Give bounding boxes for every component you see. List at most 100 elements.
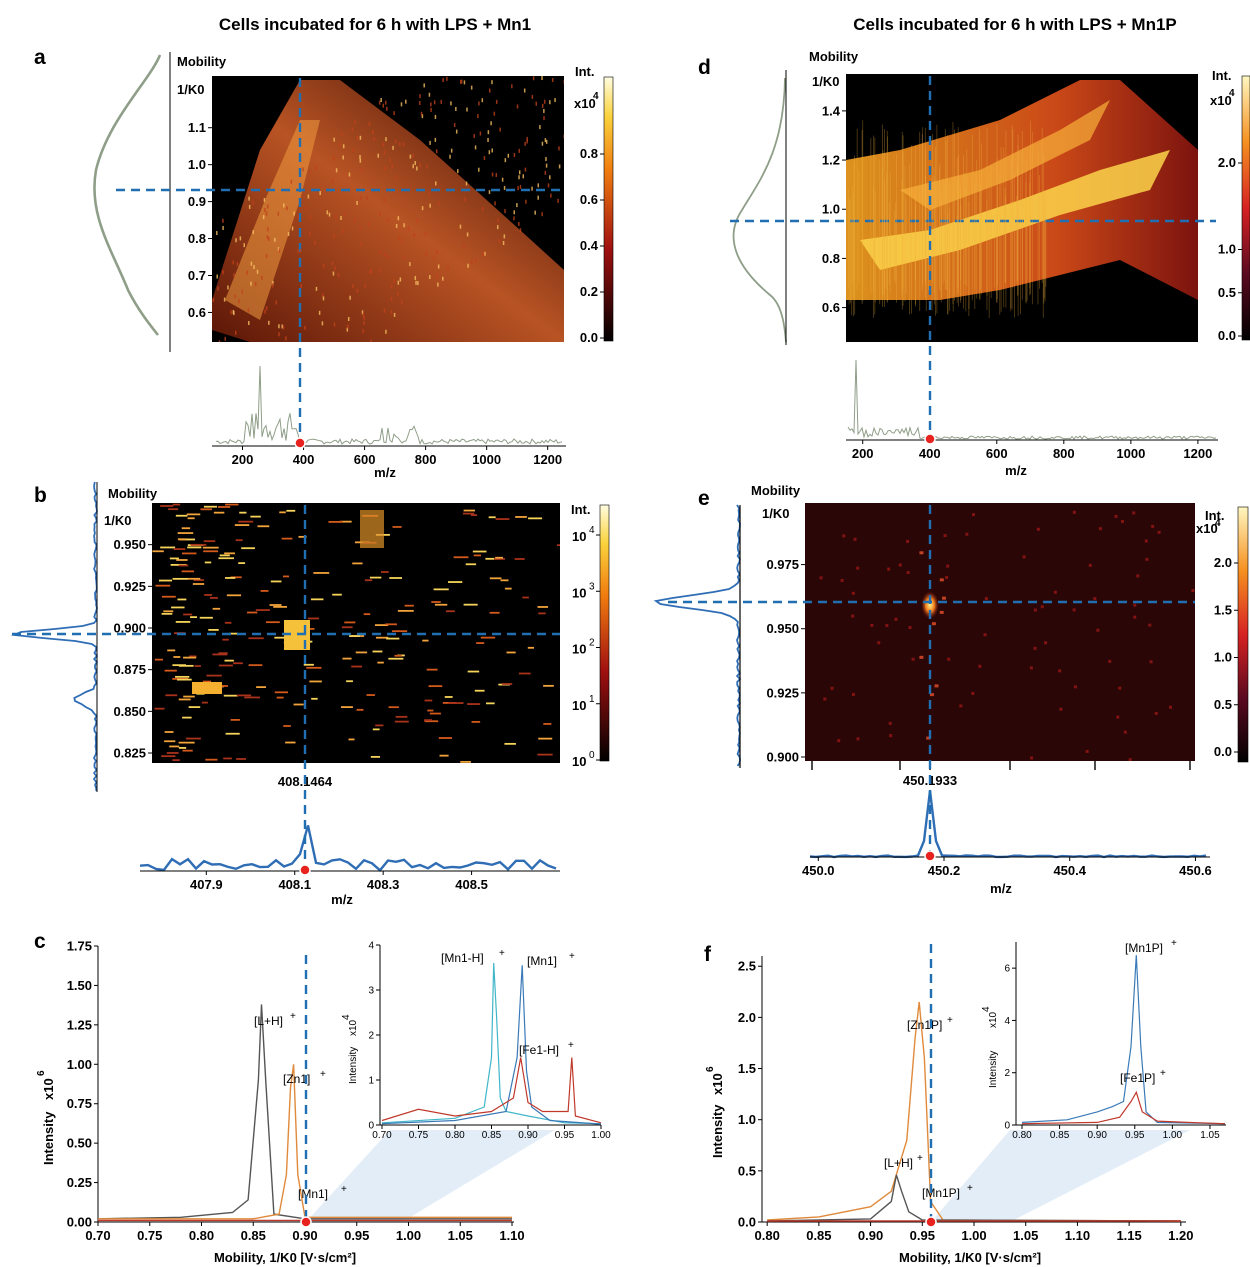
panel-b-heatmap-dash	[165, 694, 178, 697]
panel-b-heatmap-dash	[238, 520, 254, 523]
panel-a-speckle-dot	[227, 285, 229, 290]
panel-a-speckle-dot	[460, 79, 463, 84]
panel-b-heatmap-dash	[370, 755, 380, 758]
panel-a-speckle-dot	[395, 224, 398, 229]
panel-a-speckle-dot	[482, 252, 485, 257]
panel-b-heatmap-dash	[434, 603, 448, 606]
panel-b-heatmap-dash	[173, 548, 186, 551]
panel-a-speckle-dot	[248, 321, 250, 326]
panel-b-heatmap-dash	[181, 570, 195, 573]
panel-b-cbar-tick-exp: 4	[589, 525, 595, 536]
panel-a-speckle-dot	[216, 230, 218, 235]
panel-f-yticks: 0.0 0.5 1.0 1.5 2.0 2.5	[738, 959, 762, 1230]
panel-a-speckle-dot	[409, 154, 412, 159]
panel-a-speckle-dot	[420, 111, 423, 116]
panel-a-speckle-dot	[495, 172, 498, 177]
panel-b-heatmap-dash	[168, 508, 179, 511]
panel-a-speckle-dot	[363, 320, 365, 325]
panel-b-heatmap-cluster	[360, 510, 384, 548]
panel-f-ylabel-text: Intensity	[710, 1104, 725, 1158]
panel-a-speckle-dot	[478, 101, 480, 106]
panel-f-annot-mn1p: [Mn1P]	[922, 1186, 960, 1200]
panel-b-heatmap-dash	[310, 598, 324, 601]
panel-f-inset-xtick-label: 0.80	[1012, 1130, 1032, 1141]
panel-e-heatmap-spot	[842, 534, 846, 538]
panel-a-cbar-tick-label: 0.8	[580, 146, 598, 161]
panel-a-colorbar-label: Int.	[575, 64, 595, 79]
panel-b-heatmap-dash	[248, 664, 263, 667]
panel-e-cbar-tick-label: 0.0	[1214, 744, 1232, 759]
panel-a-ytick-label: 1.1	[188, 120, 206, 135]
panel-b-heatmap-dash	[494, 557, 505, 560]
panel-e-heatmap-spot	[1088, 563, 1092, 567]
panel-e-heatmap-spot	[919, 655, 924, 659]
panel-a-speckle-dot	[459, 79, 462, 84]
panel-b-heatmap-dash	[260, 590, 269, 592]
panel-b-heatmap-dash	[236, 758, 246, 760]
panel-d-xlabel: m/z	[1005, 463, 1027, 478]
panel-b-heatmap-dash	[204, 594, 213, 596]
panel-e-heatmap-spot	[1058, 669, 1062, 673]
panel-a-speckle-dot	[352, 284, 354, 289]
panel-d-ytick-label: 1.0	[822, 202, 840, 217]
panel-a-speckle-dot	[428, 190, 431, 195]
panel-a-speckle-dot	[522, 174, 525, 179]
panel-b-heatmap-dash	[173, 656, 181, 658]
panel-a-speckle-dot	[526, 139, 528, 144]
panel-b-heatmap-dash	[404, 604, 414, 607]
panel-e-heatmap-spot	[1040, 605, 1044, 609]
panel-b-heatmap-dash	[190, 616, 198, 619]
panel-e-xlabel: m/z	[990, 881, 1012, 896]
panel-b-heatmap-dash	[522, 596, 529, 599]
panel-a-speckle-dot	[267, 227, 269, 232]
panel-c-inset-yunit: x10	[348, 1019, 359, 1036]
panel-b-heatmap-dash	[164, 731, 174, 733]
panel-b-heatmap-dash	[431, 601, 441, 603]
panel-a-speckle-dot	[349, 295, 351, 300]
panel-a-speckle-dot	[340, 216, 342, 221]
panel-a-speckle-dot	[430, 102, 432, 107]
panel-b-heatmap-dash	[394, 654, 402, 657]
panel-a-speckle-dot	[497, 218, 499, 223]
panel-a-speckle-dot	[250, 281, 252, 286]
panel-f-inset-annot-mn1p: [Mn1P]	[1125, 941, 1163, 955]
panel-f-xtick-label: 0.90	[858, 1228, 883, 1243]
panel-c-yunit: x10	[41, 1078, 56, 1100]
panel-a-cbar-tick-label: 0.2	[580, 284, 598, 299]
panel-a-speckle-dot	[261, 275, 263, 280]
panel-f-ytick-label: 0.5	[738, 1163, 756, 1178]
panel-a-speckle-dot	[534, 210, 536, 215]
panel-a-speckle-dot	[302, 167, 304, 172]
panel-a-speckle-dot	[380, 98, 382, 103]
panel-label-f: f	[704, 943, 712, 966]
panel-b-heatmap-dash	[183, 613, 193, 616]
panel-a-speckle-dot	[233, 273, 235, 278]
panel-e-heatmap-spot	[1059, 707, 1063, 711]
panel-a-speckle-dot	[305, 205, 308, 210]
panel-b-heatmap-dash	[175, 675, 190, 678]
panel-b-heatmap-dash	[273, 605, 288, 608]
panel-a-speckle-dot	[342, 229, 344, 234]
panel-e-heatmap-spot	[1085, 749, 1089, 753]
panel-a-speckle-dot	[241, 289, 243, 294]
panel-d: Mobility 1/K0 0.6 0.8 1.0 1.2 1.4 Int. x10 4…	[730, 49, 1250, 478]
panel-f-xtick-label: 1.10	[1065, 1228, 1090, 1243]
panel-d-cbar-tick-label: 2.0	[1218, 155, 1236, 170]
panel-d-xtick-label: 800	[1053, 446, 1075, 461]
panel-b-heatmap-dash	[257, 525, 270, 528]
panel-a-speckle-dot	[513, 216, 515, 221]
panel-b-heatmap-dash	[172, 503, 181, 506]
panel-a-speckle-dot	[338, 142, 341, 147]
panel-a-speckle-dot	[369, 269, 372, 274]
panel-b-heatmap-dash	[375, 636, 389, 639]
panel-f-ytick-label: 0.0	[738, 1215, 756, 1230]
panel-a-speckle-dot	[394, 139, 397, 144]
panel-e-heatmap-spot	[945, 576, 949, 580]
panel-e-heatmap-spot	[919, 551, 924, 555]
panel-a-speckle-dot	[434, 137, 437, 142]
panel-a-speckle-dot	[455, 129, 458, 134]
panel-e-heatmap-spot	[965, 532, 969, 536]
panel-a-speckle-dot	[397, 280, 400, 285]
panel-a-speckle-dot	[400, 300, 403, 305]
panel-f-annot-mn1p-sup: +	[967, 1183, 973, 1194]
